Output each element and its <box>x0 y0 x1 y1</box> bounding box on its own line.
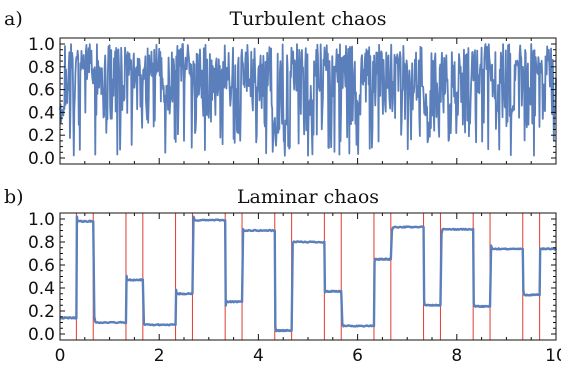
laminar-series-group <box>59 215 558 333</box>
panel-a-ytick-label: 0.8 <box>28 58 55 78</box>
panel-b-label: b) <box>4 186 24 208</box>
panel-b-xtick-label: 4 <box>253 346 264 366</box>
panel-b-xtick-label: 10 <box>545 346 561 366</box>
panel-b-x-axis: 0 2 4 6 8 10 <box>55 213 561 366</box>
panel-b-ytick-label: 0.4 <box>28 279 55 299</box>
panel-b-xtick-label: 2 <box>154 346 165 366</box>
panel-a-ytick-label: 0.0 <box>28 149 55 169</box>
panel-b-xtick-label: 8 <box>451 346 462 366</box>
panel-a-ytick-label: 0.2 <box>28 126 55 146</box>
panel-a-ytick-label: 0.6 <box>28 81 55 101</box>
turbulent-chaos-panel: a) Turbulent chaos 0.0 0.2 0.40.6 0.8 1.0 <box>4 8 557 169</box>
panel-b-ytick-label: 0.6 <box>28 256 55 276</box>
laminar-chaos-title: Laminar chaos <box>237 186 379 208</box>
panel-b-frame <box>59 212 557 341</box>
panel-a-ytick-label: 1.0 <box>28 35 55 55</box>
panel-b-xtick-label: 0 <box>55 346 66 366</box>
panel-b-ytick-label: 0.2 <box>28 302 55 322</box>
panel-a-label: a) <box>4 8 23 30</box>
panel-a-y-axis: 0.0 0.2 0.40.6 0.8 1.0 <box>28 35 556 169</box>
laminar-vertical-markers <box>75 213 541 340</box>
panel-b-ytick-label: 1.0 <box>28 210 55 230</box>
panel-b-ytick-label: 0.8 <box>28 233 55 253</box>
turbulent-chaos-title: Turbulent chaos <box>229 8 386 30</box>
panel-a-ytick-label: 0.4 <box>28 103 55 123</box>
panel-a-frame <box>59 37 557 165</box>
panel-b-ytick-label: 0.0 <box>28 325 55 345</box>
turbulent-series-group <box>59 43 557 157</box>
laminar-chaos-panel: b) Laminar chaos 0.0 0.2 0.4 0.6 0.8 1.0 0 2 4 6… <box>4 186 561 366</box>
laminar-series-line <box>59 215 558 333</box>
panel-b-xtick-label: 6 <box>352 346 363 366</box>
turbulent-series-line <box>59 43 557 157</box>
